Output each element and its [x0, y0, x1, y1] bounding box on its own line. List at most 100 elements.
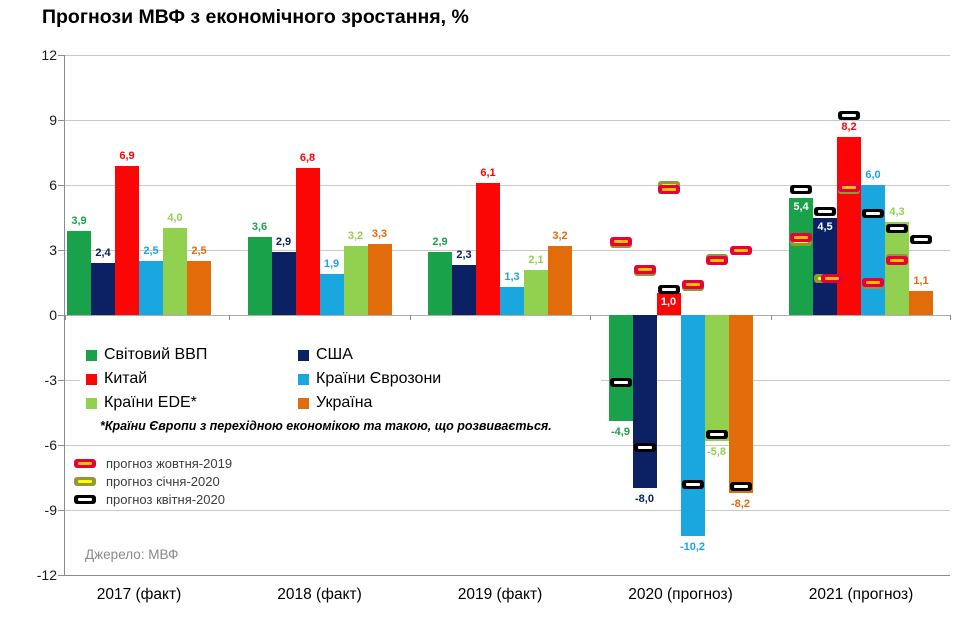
forecast-marker-oct2019 [681, 280, 704, 290]
bar-Україна-2021 (прогноз) [909, 291, 933, 315]
gridline [65, 575, 950, 576]
legend-swatch [86, 373, 97, 385]
bar-Китай-2020 (прогноз) [656, 293, 681, 315]
y-axis-tick-label: -9 [44, 502, 57, 518]
bar-value-label: 6,0 [865, 169, 881, 181]
forecast-marker-apr2020 [633, 442, 656, 452]
forecast-marker-oct2019 [705, 256, 728, 266]
bar-Україна-2019 (факт) [548, 245, 572, 315]
bar-value-label: 1,3 [504, 270, 520, 283]
legend-label: Україна [316, 394, 373, 411]
forecast-marker-oct2019 [609, 236, 632, 246]
forecast-marker-apr2020 [910, 234, 932, 244]
bar-Україна-2017 (факт) [187, 260, 211, 315]
legend-label: Країни ЕDE* [104, 394, 197, 411]
bar-Країни ЕDE*-2017 (факт) [163, 228, 187, 315]
bar-Китай-2019 (факт) [476, 182, 500, 315]
gridline [65, 185, 950, 186]
forecast-marker-oct2019 [790, 232, 812, 242]
forecast-legend-item-oct2019: прогноз жовтня-2019 [74, 454, 232, 472]
bar-Світовий ВВП-2019 (факт) [428, 252, 452, 315]
forecast-marker-apr2020 [609, 377, 632, 387]
y-axis-tick-mark [58, 250, 65, 251]
category-tick-mark [65, 315, 66, 320]
bar-Країни ЕDE*-2019 (факт) [524, 269, 548, 315]
legend-item-Світовий ВВП: Світовий ВВП [86, 346, 298, 364]
bar-Світовий ВВП-2018 (факт) [247, 237, 272, 315]
forecast-marker-apr2020 [657, 284, 680, 294]
legend-item-Китай: Китай [86, 370, 298, 388]
bar-value-label: 3,3 [371, 227, 388, 240]
bar-Країни Єврозони-2019 (факт) [500, 286, 524, 315]
bar-Країни Єврозони-2017 (факт) [139, 260, 163, 315]
gridline [65, 120, 950, 121]
bar-Світовий ВВП-2021 (прогноз) [789, 198, 813, 315]
x-axis-label: 2020 (прогноз) [628, 586, 733, 603]
legend-item-Країни Єврозони: Країни Єврозони [298, 370, 601, 388]
forecast-marker-oct2019 [633, 265, 656, 274]
gridline [65, 315, 950, 316]
legend-item-Україна: Україна [298, 394, 601, 412]
forecast-legend-item-apr2020: прогноз квітня-2020 [74, 490, 232, 508]
bar-value-label: -4,9 [611, 426, 630, 439]
y-axis-tick-mark [58, 55, 65, 56]
category-tick-mark [409, 315, 411, 320]
plot-area: 3,9 3,6 2,9 -4,9 5,4 2,4 2,9 2,3 -8,0 4,5 6,9 6,8 6,… [65, 55, 951, 576]
bar-value-label: 3,9 [71, 214, 87, 227]
series-legend: Світовий ВВП США Китай Країни Єврозони Країн… [80, 344, 601, 433]
category-tick-mark [590, 315, 592, 320]
forecast-marker-oct2019 [838, 182, 860, 192]
forecast-marker-oct2019 [657, 184, 680, 194]
legend-label: Світовий ВВП [104, 346, 208, 363]
bar-Китай-2018 (факт) [295, 167, 320, 315]
forecast-marker-apr2020 [886, 223, 908, 233]
forecast-marker-icon [74, 494, 96, 504]
forecast-marker-oct2019 [886, 256, 908, 266]
bar-США-2017 (факт) [91, 263, 115, 315]
forecast-marker-apr2020 [790, 184, 812, 194]
bar-США-2018 (факт) [271, 252, 296, 315]
bar-value-label: 2,9 [275, 236, 292, 249]
x-axis-label: 2019 (факт) [457, 586, 543, 603]
bar-value-label: 5,4 [793, 201, 809, 213]
forecast-marker-icon [74, 476, 96, 486]
bar-value-label: 2,1 [528, 253, 544, 266]
forecast-marker-oct2019 [729, 245, 752, 255]
bar-value-label: 1,1 [913, 275, 929, 288]
x-axis-label: 2017 (факт) [96, 586, 182, 603]
x-axis-label: 2018 (факт) [277, 586, 362, 603]
gridline [65, 445, 950, 446]
bar-США-2021 (прогноз) [813, 217, 837, 315]
forecast-legend-item-jan2020: прогноз січня-2020 [74, 472, 232, 490]
forecast-legend-label: прогноз жовтня-2019 [106, 455, 233, 471]
legend-swatch [298, 397, 309, 409]
legend-swatch [298, 349, 309, 361]
legend-item-США: США [298, 346, 601, 364]
bar-Країни Єврозони-2018 (факт) [319, 273, 344, 315]
bar-Країни Єврозони-2020 (прогноз) [680, 315, 705, 536]
forecast-legend-label: прогноз січня-2020 [106, 473, 220, 489]
y-axis-tick-label: 12 [41, 47, 57, 63]
y-axis-tick-mark [58, 185, 65, 186]
bar-value-label: 6,1 [480, 166, 496, 179]
bar-Світовий ВВП-2017 (факт) [67, 230, 91, 315]
bar-Україна-2020 (прогноз) [728, 315, 753, 493]
forecast-marker-oct2019 [862, 278, 884, 287]
legend-swatch [298, 373, 309, 385]
forecast-marker-apr2020 [705, 429, 728, 439]
bar-value-label: 8,2 [841, 121, 857, 134]
y-axis-tick-label: -3 [44, 372, 57, 388]
source-label: Джерело: МВФ [85, 547, 179, 562]
bar-value-label: -5,8 [707, 445, 726, 458]
forecast-marker-apr2020 [838, 111, 860, 121]
bar-Країни ЕDE*-2018 (факт) [343, 245, 368, 315]
y-axis-tick-mark [58, 510, 65, 511]
forecast-marker-apr2020 [729, 481, 752, 491]
legend-footnote: *Країни Європи з перехідною економікою т… [100, 419, 552, 433]
bar-value-label: 3,6 [251, 221, 268, 233]
bar-Україна-2018 (факт) [367, 243, 392, 315]
bar-value-label: 6,8 [299, 151, 316, 164]
bar-value-label: 1,9 [323, 257, 340, 270]
bar-value-label: -10,2 [679, 541, 706, 553]
